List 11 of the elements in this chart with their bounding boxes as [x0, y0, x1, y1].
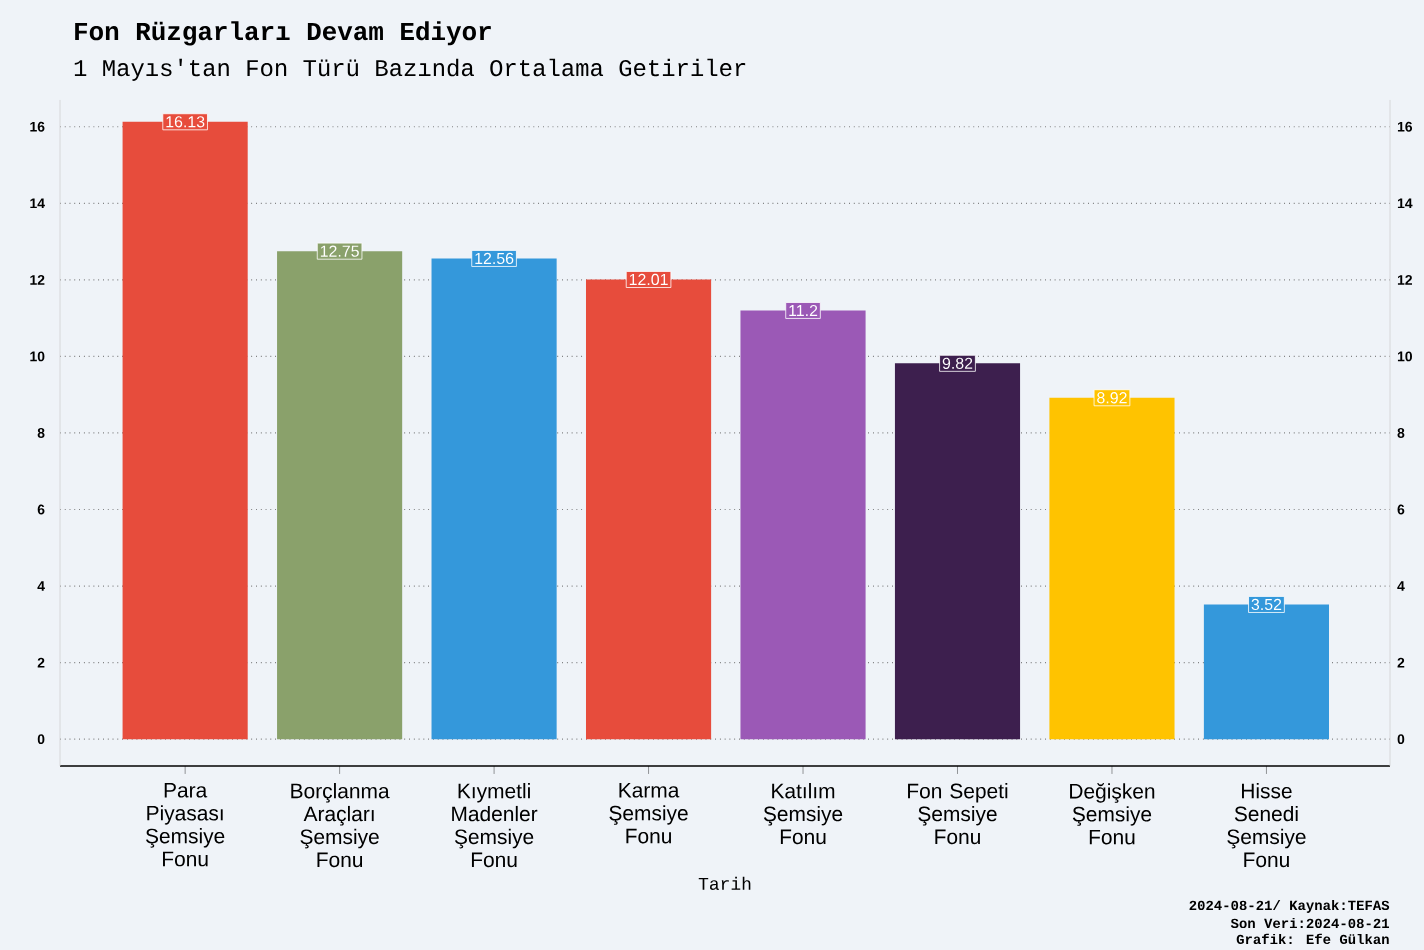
- x-axis-title: Tarih: [698, 876, 751, 890]
- x-tick-label: Değişken Şemsiye Fonu: [1070, 783, 1155, 845]
- chart-title: Fon Rüzgarları Devam Ediyor: [75, 21, 491, 46]
- x-tick-label: Hisse Senedi Şemsiye Fonu: [1227, 783, 1306, 868]
- chart-subtitle: 1 Mayıs'tan Fon Türü Bazında Ortalama Getiriler: [74, 58, 746, 81]
- x-tick-label: Katılım Şemsiye Fonu: [763, 783, 843, 845]
- x-tick-label: Kıymetli Madenler Şemsiye Fonu: [452, 783, 538, 868]
- x-tick-label: Borçlanma Araçları Şemsiye Fonu: [291, 783, 390, 868]
- x-tick-label: Karma Şemsiye Fonu: [609, 783, 688, 844]
- x-tick-label: Para Piyasası Şemsiye Fonu: [145, 783, 225, 867]
- x-tick-label: Fon Sepeti Şemsiye Fonu: [908, 783, 1008, 845]
